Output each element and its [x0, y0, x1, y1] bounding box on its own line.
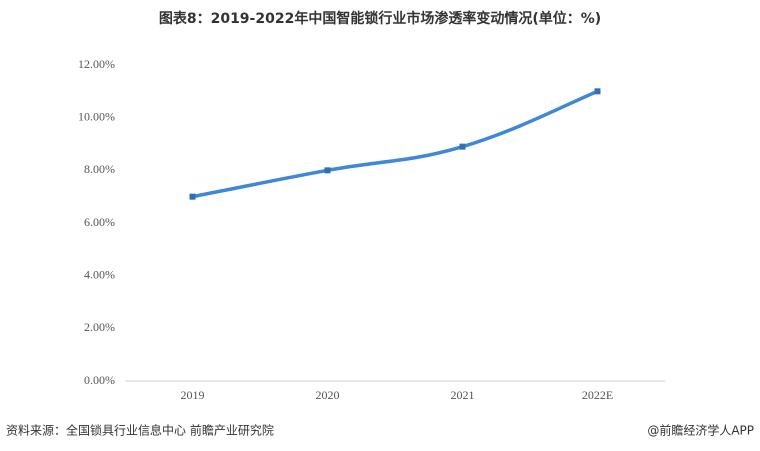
y-tick-label: 2.00% [84, 320, 115, 334]
y-tick-label: 6.00% [84, 215, 115, 229]
credit: @前瞻经济学人APP [647, 423, 754, 438]
point-marker [594, 88, 601, 95]
point-marker [459, 143, 466, 150]
x-tick-label: 2022E [582, 388, 613, 402]
y-tick-label: 10.00% [78, 109, 115, 123]
series-line [192, 89, 599, 199]
x-tick-label: 2021 [451, 388, 475, 402]
y-tick-label: 4.00% [84, 267, 115, 281]
y-tick-label: 12.00% [78, 57, 115, 71]
x-tick-label: 2019 [181, 388, 205, 402]
y-tick-label: 8.00% [84, 162, 115, 176]
source-note: 资料来源：全国锁具行业信息中心 前瞻产业研究院 [6, 423, 274, 438]
y-tick-label: 0.00% [84, 373, 115, 387]
point-marker [324, 167, 331, 174]
x-tick-label: 2020 [316, 388, 340, 402]
point-marker [189, 193, 196, 200]
chart-title: 图表8：2019-2022年中国智能锁行业市场渗透率变动情况(单位：%) [159, 10, 601, 27]
